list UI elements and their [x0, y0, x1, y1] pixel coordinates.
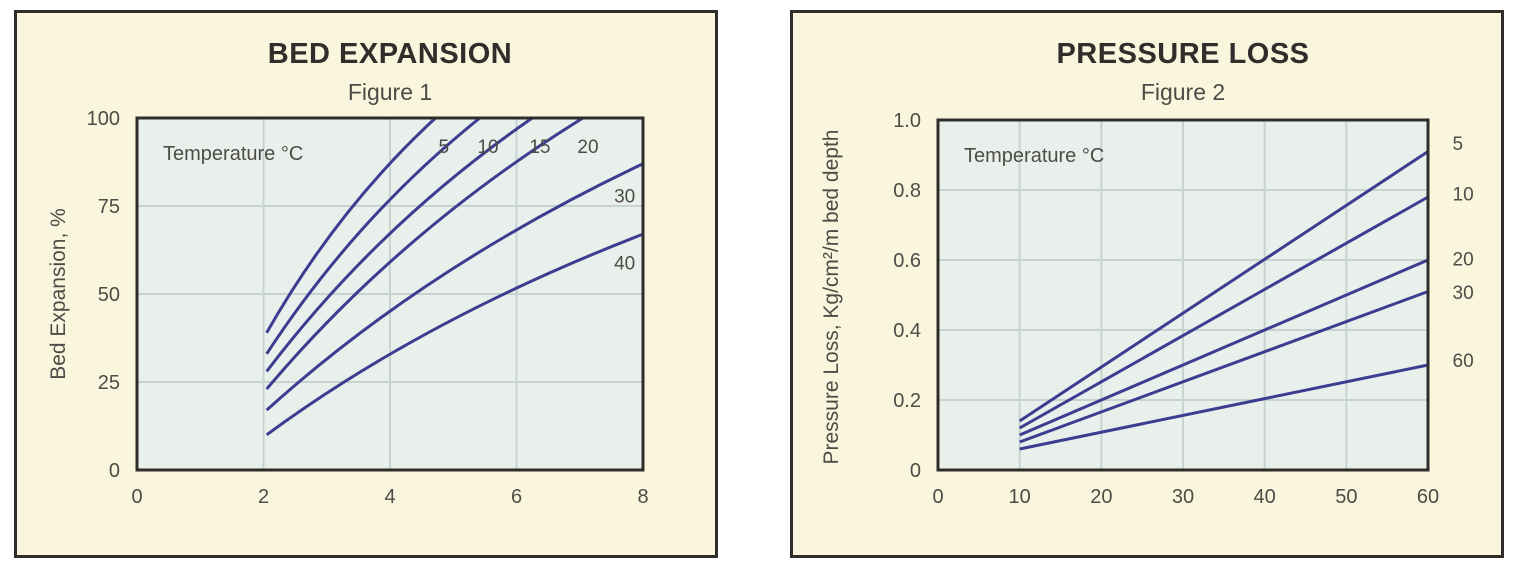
- series-line-5: [265, 116, 437, 334]
- series-label-15: 15: [529, 137, 550, 158]
- y-tick-label: 75: [98, 196, 120, 218]
- series-label-30: 30: [614, 186, 635, 207]
- x-tick-label: 50: [1335, 486, 1357, 508]
- series-line-10: [265, 116, 481, 355]
- bed-expansion-chart-canvas: 0 2 4 6 8 0 25 50 75 100 Temperature °C 5 10 15 20 30 40: [87, 108, 649, 508]
- pressure-loss-chart-canvas: 0 10 20 30 40 50 60 0 0.2 0.4 0.6 0.8 1.0 Temperature…: [893, 110, 1474, 508]
- series-label-20: 20: [1453, 249, 1474, 270]
- series-label-60: 60: [1453, 351, 1474, 372]
- chart-subtitle-figure-2: Figure 2: [1140, 79, 1226, 105]
- y-tick-label: 0: [109, 460, 120, 482]
- y-tick-label: 100: [87, 108, 120, 130]
- y-tick-label: 0: [910, 460, 921, 482]
- series-line-60: [1019, 363, 1429, 451]
- temperature-annotation: Temperature °C: [964, 145, 1104, 167]
- x-tick-label: 60: [1417, 486, 1439, 508]
- y-tick-label: 50: [98, 284, 120, 306]
- y-tick-label: 0.6: [893, 250, 921, 272]
- series-line-30: [265, 162, 644, 412]
- temperature-annotation: Temperature °C: [163, 143, 303, 165]
- series-label-10: 10: [477, 137, 498, 158]
- series-label-30: 30: [1453, 283, 1474, 304]
- series-line-15: [265, 116, 534, 373]
- x-tick-label: 8: [637, 486, 648, 508]
- chart-subtitle-figure-1: Figure 1: [347, 79, 433, 105]
- series-line-40: [265, 232, 644, 437]
- chart-title-bed-expansion: BED EXPANSION: [267, 38, 513, 70]
- series-label-10: 10: [1453, 185, 1474, 206]
- y-tick-label: 0.4: [893, 320, 921, 342]
- x-tick-label: 6: [511, 486, 522, 508]
- series-label-5: 5: [1453, 134, 1464, 155]
- plot-border: [135, 116, 645, 472]
- bed-expansion-panel: BED EXPANSION Figure 1 Bed Expansion, % …: [14, 10, 718, 558]
- y-tick-label: 25: [98, 372, 120, 394]
- series-line-10: [1018, 195, 1429, 430]
- x-tick-label: 2: [258, 486, 269, 508]
- series-line-20: [265, 116, 584, 391]
- series-label-5: 5: [438, 137, 449, 158]
- x-tick-label: 40: [1254, 486, 1276, 508]
- x-tick-label: 30: [1172, 486, 1194, 508]
- x-tick-label: 4: [384, 486, 395, 508]
- y-tick-label: 0.8: [893, 180, 921, 202]
- series-line-5: [1018, 150, 1429, 423]
- series-label-20: 20: [577, 137, 598, 158]
- y-tick-label: 1.0: [893, 110, 921, 132]
- series-label-40: 40: [614, 253, 635, 274]
- x-tick-label: 0: [131, 486, 142, 508]
- series-line-20: [1019, 258, 1429, 437]
- x-tick-label: 20: [1090, 486, 1112, 508]
- plot-border: [936, 118, 1430, 472]
- x-tick-label: 0: [932, 486, 943, 508]
- y-tick-label: 0.2: [893, 390, 921, 412]
- chart-title-pressure-loss: PRESSURE LOSS: [1056, 38, 1310, 70]
- series-line-30: [1019, 290, 1429, 444]
- pressure-loss-panel: PRESSURE LOSS Figure 2 Pressure Loss, Kg…: [790, 10, 1504, 558]
- x-tick-label: 10: [1009, 486, 1031, 508]
